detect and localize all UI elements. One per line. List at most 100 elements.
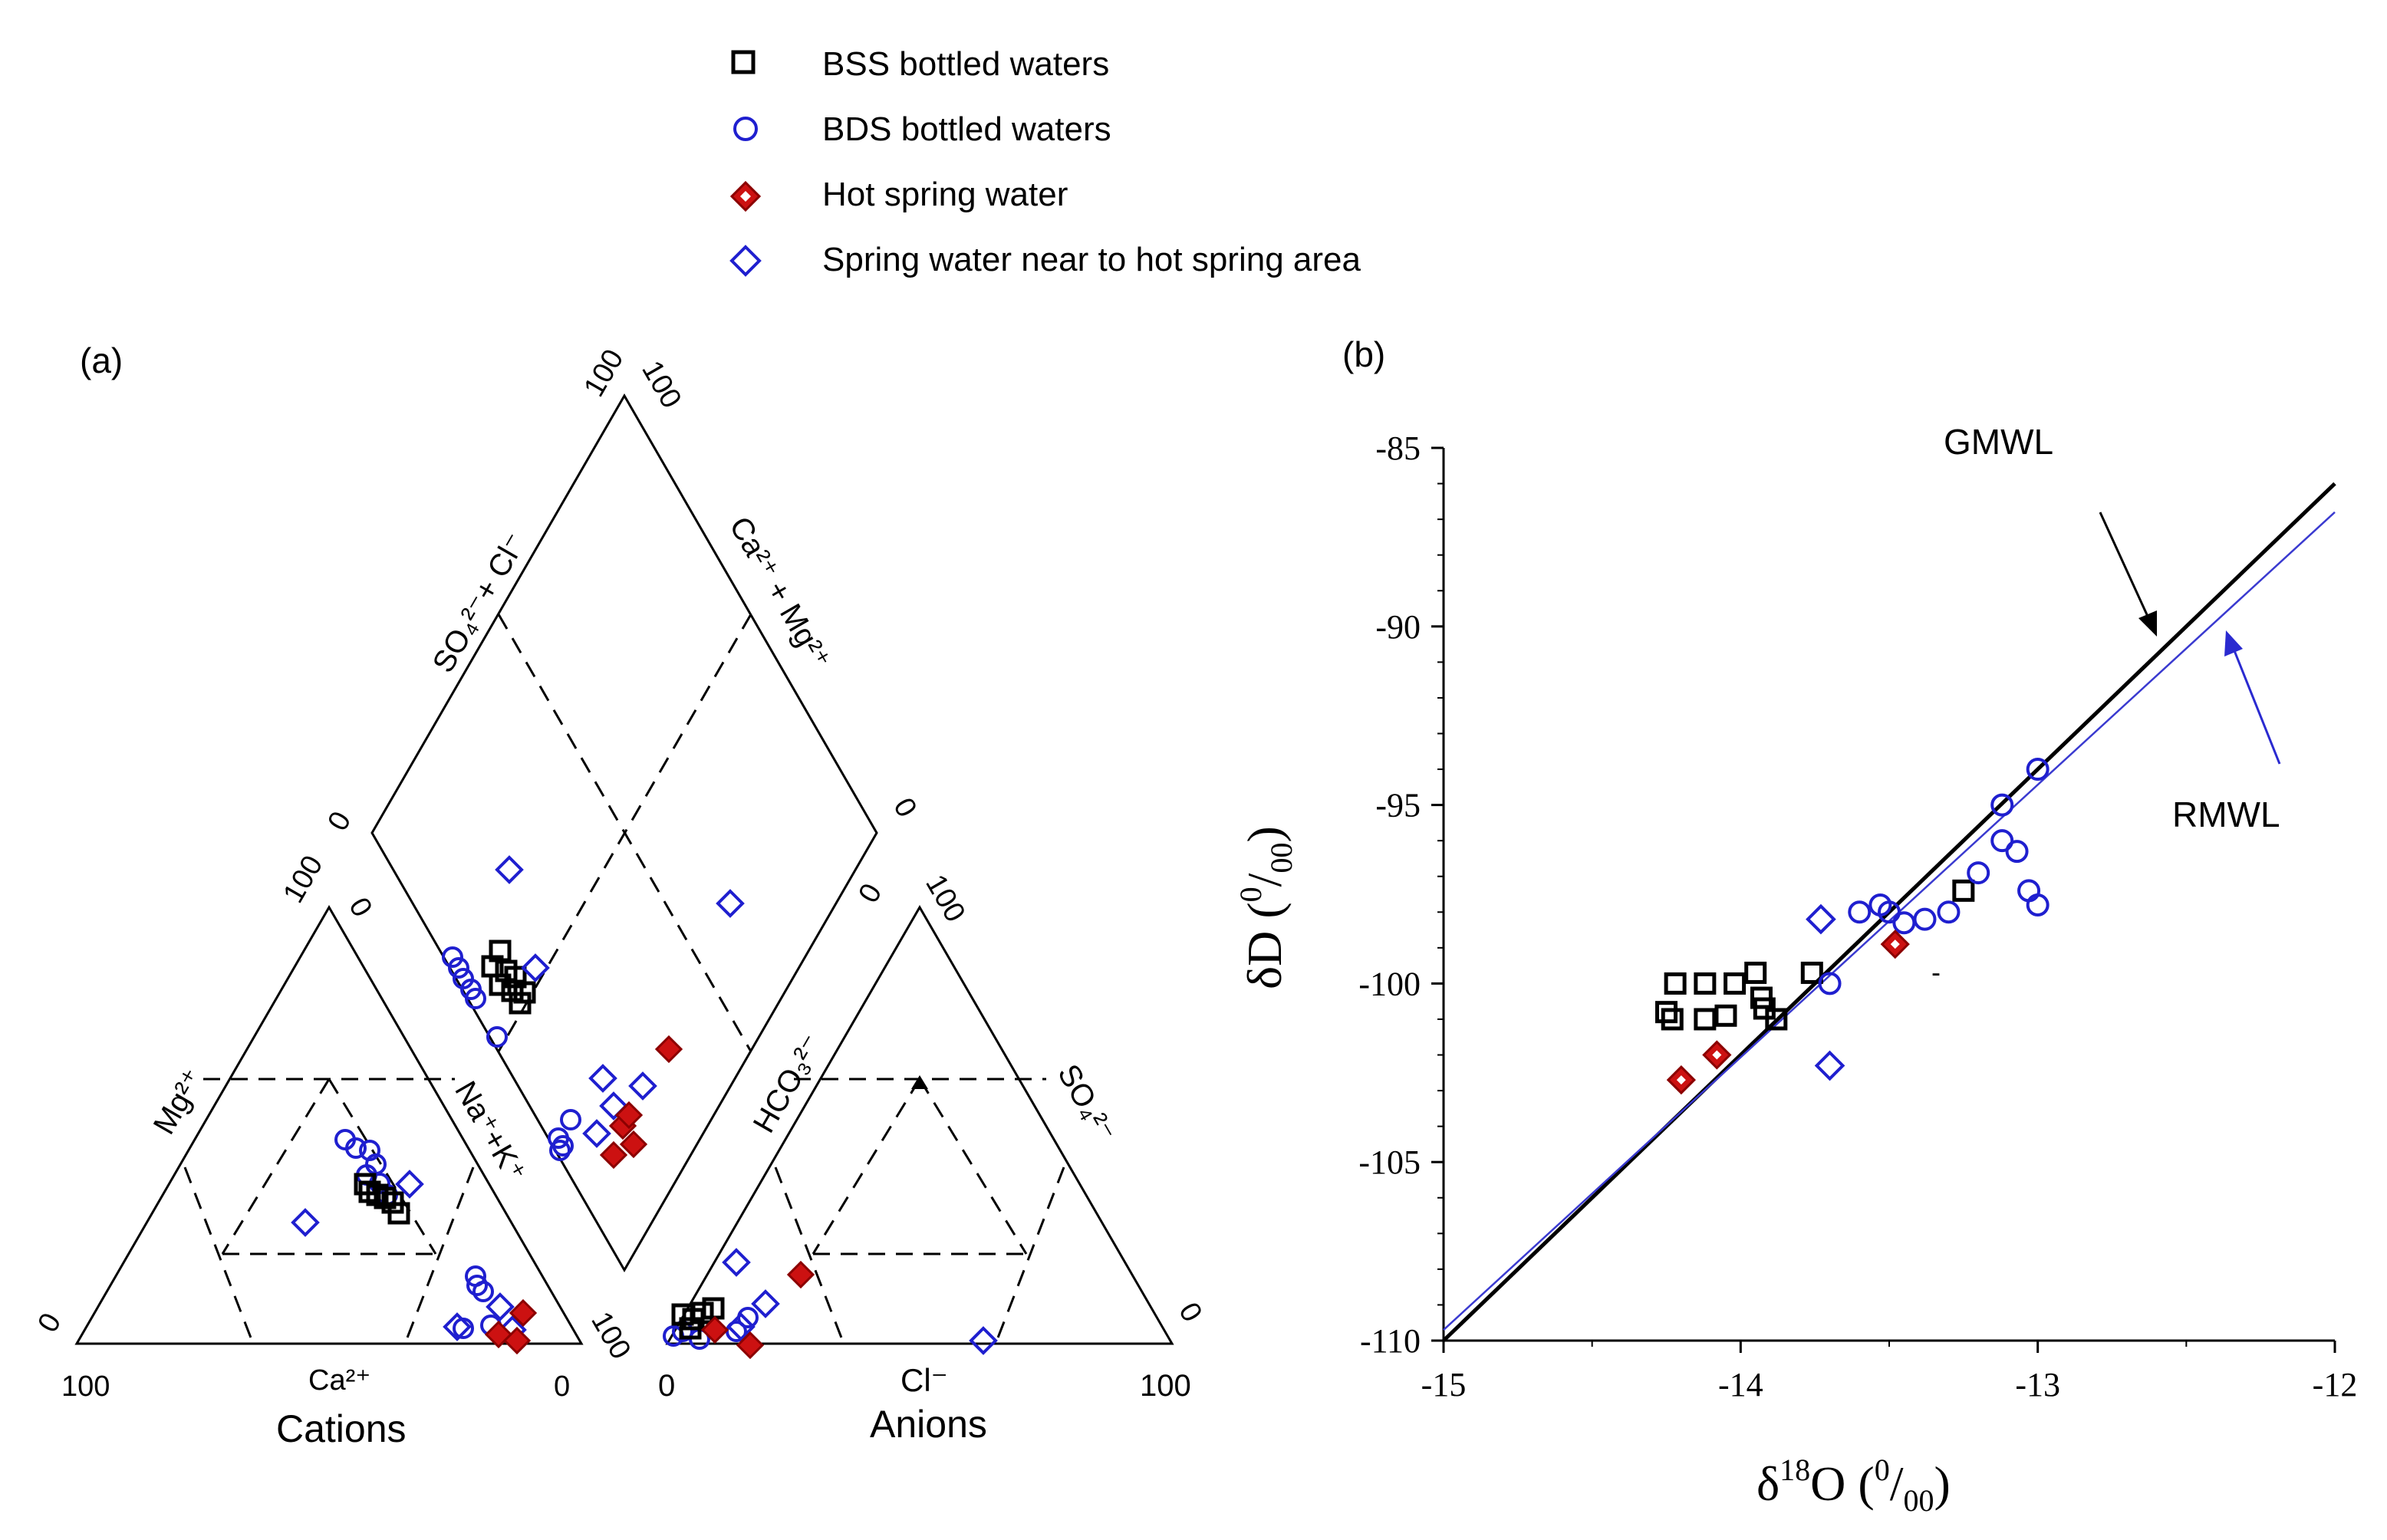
legend-item-bds: BDS bottled waters — [733, 110, 1111, 148]
diamond-internal-lines — [497, 614, 752, 1052]
anion-so4-label: SO₄²⁻ — [1051, 1059, 1121, 1148]
svg-text:100: 100 — [277, 851, 329, 909]
anion-points — [663, 1248, 998, 1360]
bds-point — [1848, 900, 1872, 924]
bds-point — [1967, 861, 1990, 885]
legend-diamond-marker — [729, 245, 762, 277]
y-tick-label: -110 — [1360, 1322, 1421, 1360]
svg-text:100: 100 — [635, 356, 687, 414]
stray-mark: - — [1931, 956, 1941, 988]
bss-point — [1800, 961, 1823, 984]
panel-a: (a) — [31, 341, 1208, 1450]
hot-spring-point-center — [1712, 1050, 1722, 1060]
legend-label: Spring water near to hot spring area — [822, 241, 1361, 278]
bss-point — [1724, 972, 1747, 995]
cation-ca-label: Ca²⁺ — [308, 1364, 370, 1397]
hot-spring-point-center — [1890, 939, 1900, 949]
panel-a-label: (a) — [80, 341, 123, 380]
cation-internal-lines — [183, 1078, 475, 1344]
y-tick-label: -95 — [1375, 787, 1421, 824]
rmwl-arrow — [2224, 630, 2281, 765]
y-tick-label: -105 — [1358, 1143, 1421, 1181]
isotope-chart: -15 -14 -13 -12 -85 -90 -95 -100 -105 -110 δ18O (… — [1233, 422, 2357, 1518]
cation-na-k-label: Na⁺+K⁺ — [448, 1076, 532, 1188]
y-tick-label: -100 — [1358, 965, 1421, 1002]
gmwl-label: GMWL — [1944, 422, 2053, 462]
bds-point — [1990, 829, 2014, 853]
bds-point — [2026, 893, 2050, 916]
bss-point — [1744, 961, 1767, 984]
anion-triangle — [665, 905, 1174, 1345]
bds-point — [2026, 758, 2050, 782]
bss-point — [1952, 879, 1975, 902]
legend-label: BSS bottled waters — [822, 45, 1109, 83]
cations-title: Cations — [276, 1407, 407, 1450]
legend-label: Hot spring water — [822, 176, 1068, 213]
svg-text:0: 0 — [554, 1371, 570, 1403]
hot-spring-points — [484, 1298, 538, 1355]
hot-spring-point-center — [1676, 1075, 1686, 1085]
bss-point — [1655, 1001, 1677, 1024]
anion-cl-label: Cl⁻ — [900, 1362, 948, 1398]
x-tick-label: -14 — [1718, 1366, 1763, 1403]
legend-label: BDS bottled waters — [822, 110, 1111, 148]
central-diamond — [370, 393, 878, 1273]
x-tick-label: -12 — [2313, 1366, 2358, 1403]
panel-b: (b) -15 -14 -13 -12 -85 -90 -95 -100 -105 -110 δ1… — [1233, 334, 2357, 1518]
bds-point — [1892, 911, 1916, 935]
svg-text:100: 100 — [578, 344, 630, 403]
y-tick-label: -85 — [1375, 429, 1421, 467]
x-axis-label: δ18O (0/00) — [1757, 1453, 1951, 1518]
spring-near-points — [291, 1170, 527, 1344]
svg-text:100: 100 — [584, 1307, 637, 1365]
rmwl-label: RMWL — [2172, 795, 2280, 834]
legend-square-marker — [731, 50, 756, 74]
bds-point — [1990, 793, 2014, 817]
svg-text:0: 0 — [31, 1308, 67, 1338]
svg-text:0: 0 — [1172, 1298, 1208, 1328]
bss-points — [354, 1173, 410, 1225]
bss-point — [1765, 1008, 1788, 1031]
x-tick-label: -15 — [1421, 1366, 1467, 1403]
axis-ticks: -15 -14 -13 -12 -85 -90 -95 -100 -105 -110 — [1358, 429, 2357, 1403]
bds-point — [2005, 840, 2029, 864]
legend-item-hot-spring: Hot spring water — [729, 176, 1068, 213]
svg-text:0: 0 — [321, 806, 357, 836]
bds-point — [2017, 879, 2041, 903]
diamond-so4-cl-label: SO₄²⁻+ Cl⁻ — [426, 528, 533, 679]
bds-point — [1913, 907, 1937, 931]
anion-internal-lines — [774, 1078, 1065, 1344]
cation-triangle — [74, 905, 584, 1345]
gmwl-arrow — [2099, 512, 2157, 637]
bds-point — [1868, 893, 1892, 916]
bss-point — [1664, 972, 1687, 995]
bds-point — [1818, 972, 1842, 995]
legend: BSS bottled waters BDS bottled waters Ho… — [729, 45, 1361, 278]
legend-circle-marker — [733, 117, 758, 141]
svg-text:0: 0 — [658, 1369, 675, 1403]
x-tick-label: -13 — [2015, 1366, 2060, 1403]
bss-point — [1661, 1008, 1684, 1031]
svg-text:100: 100 — [1140, 1369, 1191, 1403]
y-axis-label: δD (0/00) — [1233, 826, 1299, 989]
svg-text:100: 100 — [61, 1371, 110, 1403]
panel-b-label: (b) — [1342, 334, 1385, 374]
bss-point — [1694, 972, 1717, 995]
spring-near-point — [1814, 1050, 1845, 1081]
diamond-points — [442, 855, 745, 1170]
legend-item-spring-near: Spring water near to hot spring area — [729, 241, 1361, 278]
diamond-ca-mg-label: Ca²⁺ + Mg²⁺ — [723, 512, 837, 676]
isotope-points — [1655, 758, 2050, 1095]
svg-text:0: 0 — [887, 793, 923, 823]
legend-item-bss: BSS bottled waters — [731, 45, 1109, 83]
y-tick-label: -90 — [1375, 608, 1421, 646]
bss-point — [1714, 1004, 1737, 1027]
piper-axis-labels: Mg²⁺ Na⁺+K⁺ Ca²⁺ HCO₃²⁻ SO₄²⁻ Cl⁻ SO₄²⁻+… — [147, 512, 1122, 1451]
anions-title: Anions — [870, 1403, 987, 1446]
spring-near-point — [1806, 903, 1836, 935]
svg-text:0: 0 — [342, 893, 378, 923]
piper-tick-labels: 100 0 0 100 0 100 0 100 0 100 0 0 100 10… — [31, 344, 1208, 1403]
bss-point — [1694, 1008, 1717, 1031]
bds-point — [1937, 900, 1961, 924]
